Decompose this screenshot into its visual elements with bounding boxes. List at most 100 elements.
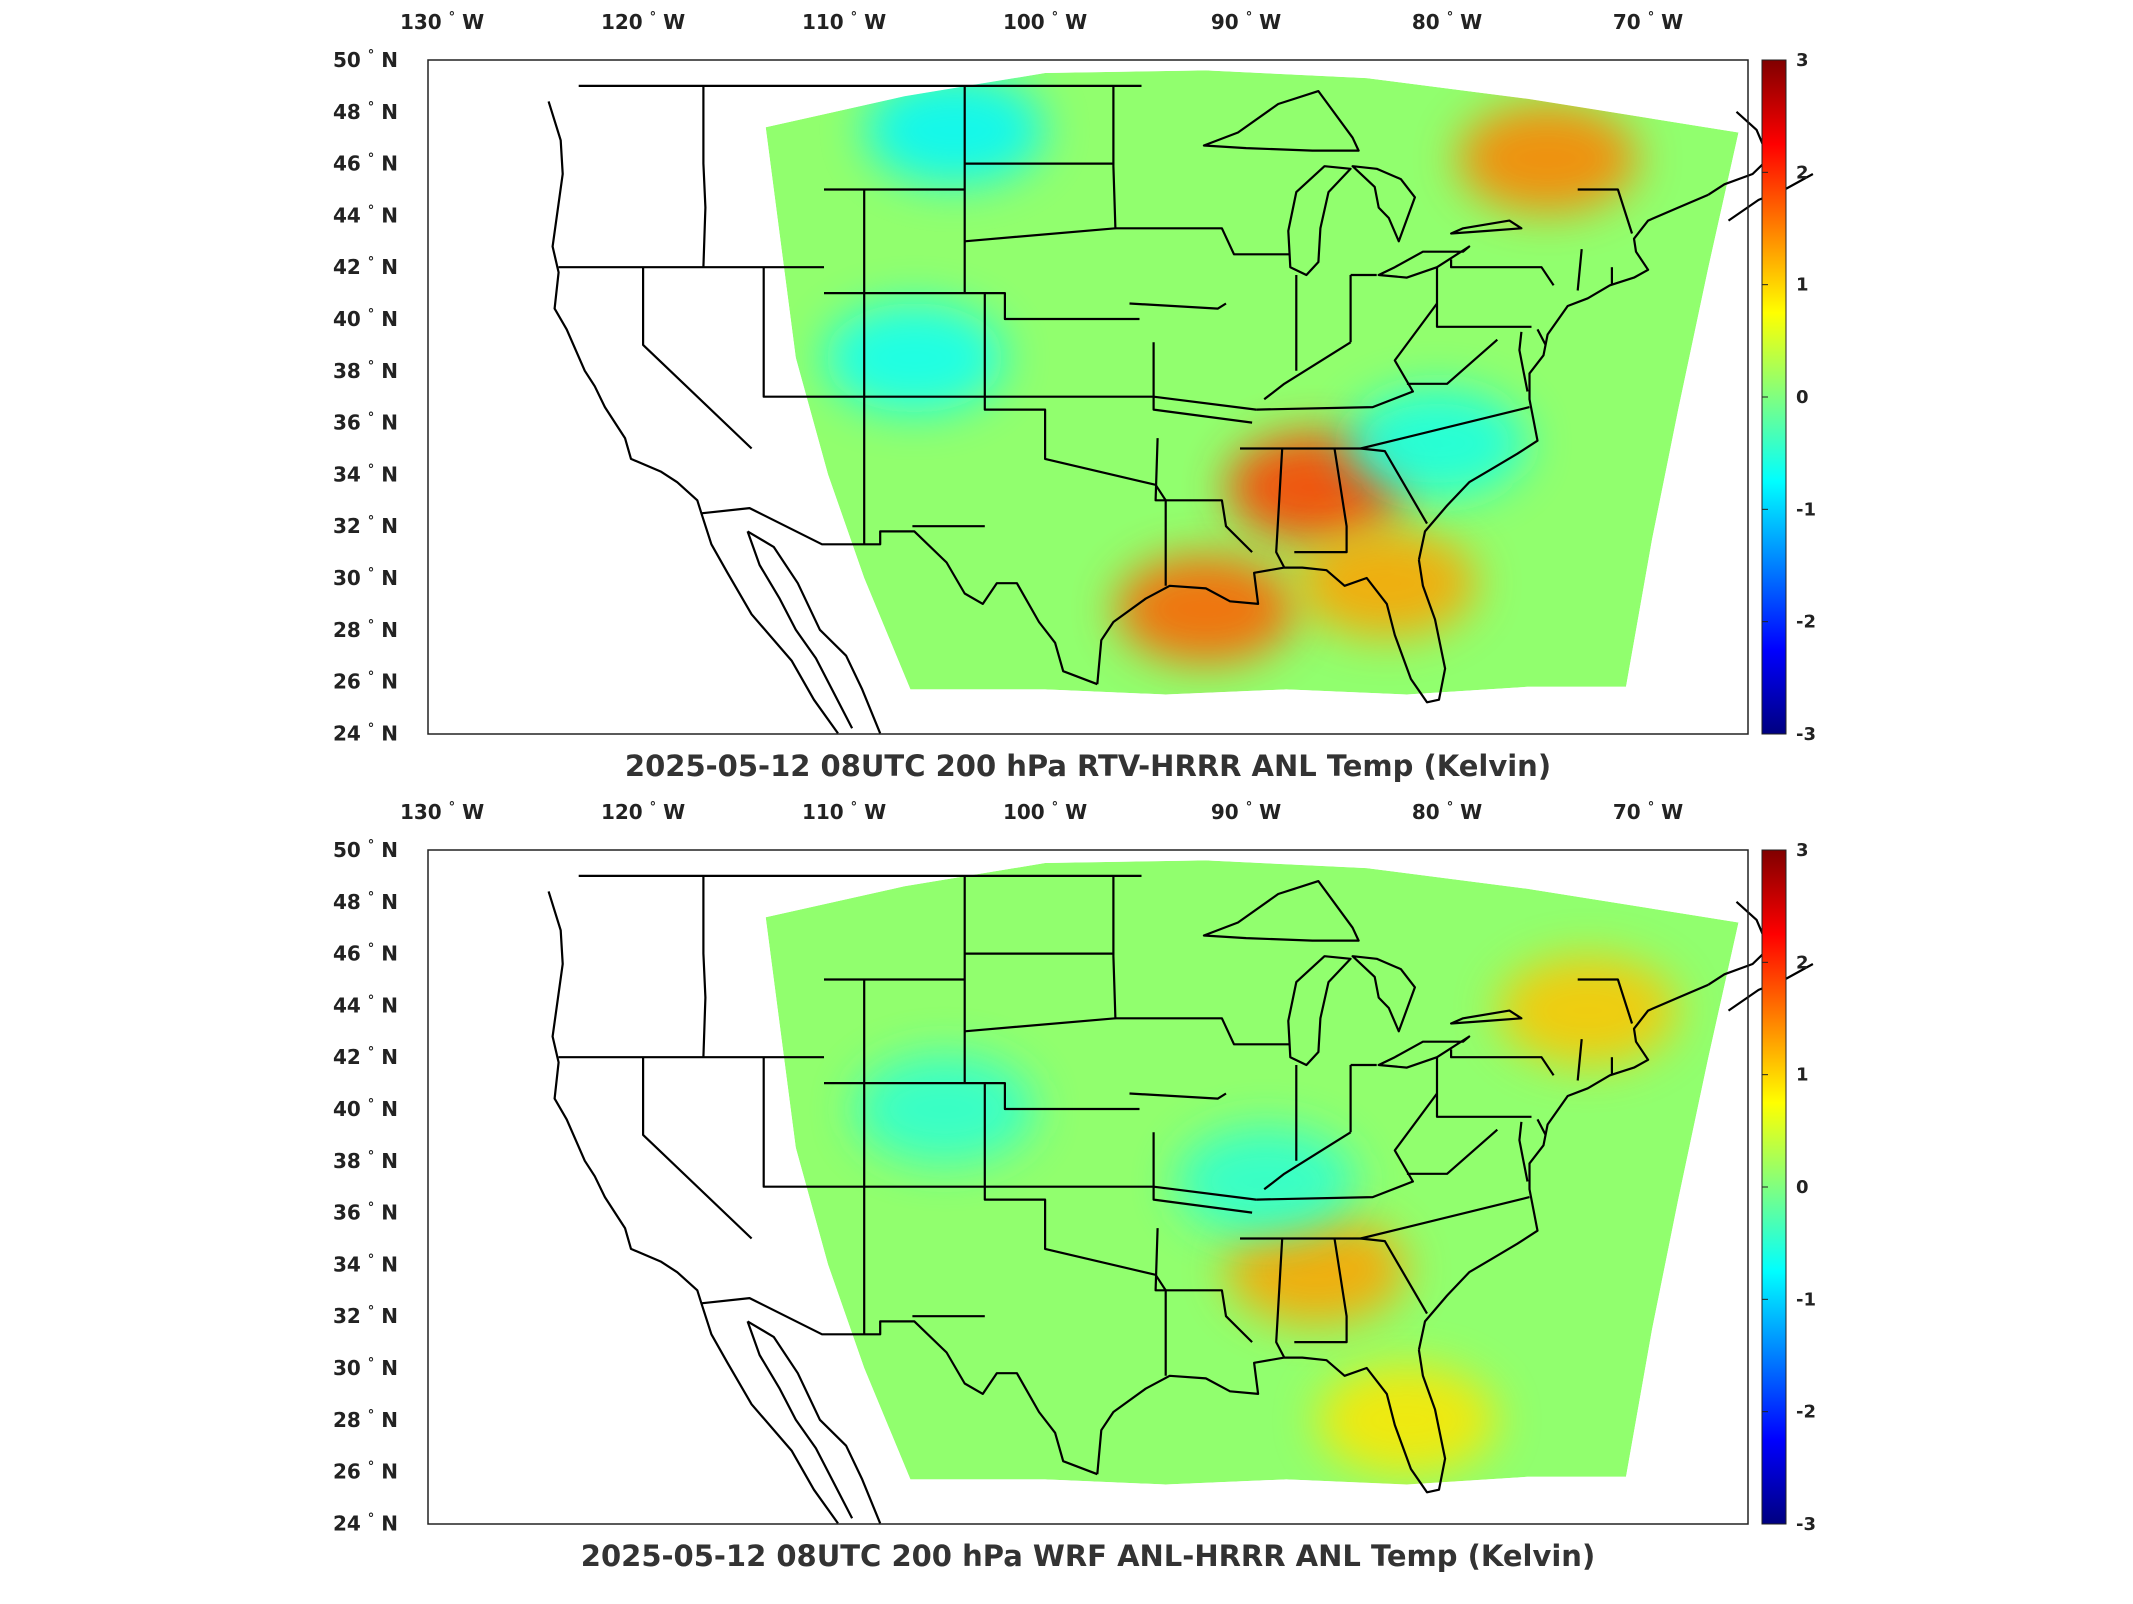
longitude-tick-label: 70 ° W [1613, 10, 1683, 34]
longitude-tick-label: 90 ° W [1211, 800, 1281, 824]
coastline [746, 1321, 854, 1519]
latitude-tick-label: 44 ° N [333, 993, 398, 1017]
latitude-tick-label: 24 ° N [333, 721, 398, 745]
state-border [1406, 1128, 1499, 1175]
colorbar-tick-label: 1 [1796, 275, 1809, 296]
latitude-tick-label: 26 ° N [333, 670, 398, 694]
map-boundaries [547, 84, 1814, 735]
latitude-tick-label: 48 ° N [333, 100, 398, 124]
great-lake [1450, 219, 1523, 235]
latitude-tick-label: 28 ° N [333, 1408, 398, 1432]
longitude-tick-label: 100 ° W [1003, 10, 1087, 34]
coastline [746, 531, 854, 729]
great-lake [1202, 880, 1360, 942]
colorbar-tick-label: 0 [1796, 387, 1809, 408]
state-border [642, 267, 753, 450]
field-anomaly [1347, 388, 1528, 499]
latitude-tick-label: 28 ° N [333, 618, 398, 642]
longitude-tick-label: 130 ° W [400, 10, 484, 34]
field-anomaly [1316, 1364, 1497, 1475]
latitude-tick-label: 44 ° N [333, 203, 398, 227]
state-border [1435, 267, 1532, 328]
state-border [1154, 1228, 1253, 1343]
colorbar-tick-label: 3 [1796, 840, 1809, 861]
map-panel-bottom: 130 ° W 120 ° W 110 ° W 100 ° W 90 ° W 80 ° W… [0, 790, 2133, 1600]
state-border [702, 875, 707, 1058]
state-border [1152, 342, 1253, 424]
latitude-tick-label: 48 ° N [333, 890, 398, 914]
latitude-tick-label: 32 ° N [333, 1304, 398, 1328]
great-lake [1351, 955, 1416, 1033]
coastline [1417, 983, 1709, 1351]
longitude-tick-label: 110 ° W [802, 10, 886, 34]
state-border [1360, 1237, 1428, 1315]
state-border [762, 267, 1257, 411]
coastline [547, 891, 839, 1525]
state-border [1240, 447, 1286, 569]
state-border [824, 1082, 1140, 1111]
state-border [1576, 248, 1583, 291]
state-border [1115, 227, 1291, 256]
state-border [1294, 1238, 1348, 1344]
longitude-tick-label: 70 ° W [1613, 800, 1683, 824]
state-border [1450, 259, 1555, 286]
colorbar-tick-label: -3 [1796, 724, 1816, 745]
field-anomaly [1457, 103, 1638, 214]
colorbar-tick-label: -1 [1796, 499, 1816, 520]
latitude-tick-label: 32 ° N [333, 514, 398, 538]
state-border [1294, 448, 1348, 554]
map-frame [427, 59, 1749, 735]
latitude-tick-label: 34 ° N [333, 1252, 398, 1276]
map-panel-top: 130 ° W 120 ° W 110 ° W 100 ° W 90 ° W 80 ° W… [0, 0, 2133, 790]
great-lake [1450, 1009, 1523, 1025]
field-anomaly [824, 302, 1005, 413]
state-border [964, 875, 1117, 1033]
longitude-tick-label: 90 ° W [1211, 10, 1281, 34]
longitude-tick-label: 80 ° W [1412, 800, 1482, 824]
state-border [1256, 302, 1438, 411]
coastline [1417, 193, 1709, 561]
state-border [1435, 1057, 1532, 1118]
longitude-tick-label: 130 ° W [400, 800, 484, 824]
longitude-tick-label: 100 ° W [1003, 800, 1087, 824]
coastline [701, 1297, 1098, 1476]
colorbar-tick-label: 2 [1796, 952, 1809, 973]
coastline [547, 101, 839, 735]
state-border [1154, 438, 1253, 553]
map-figure-bottom: 130 ° W 120 ° W 110 ° W 100 ° W 90 ° W 80 ° W… [333, 800, 1816, 1573]
coastline [1536, 328, 1547, 346]
latitude-tick-label: 38 ° N [333, 359, 398, 383]
coastline [1707, 110, 1770, 196]
map-title: 2025-05-12 08UTC 200 hPa WRF ANL-HRRR AN… [581, 1539, 1595, 1573]
coastline [747, 1320, 882, 1524]
state-border [1577, 188, 1634, 234]
latitude-tick-label: 34 ° N [333, 462, 398, 486]
longitude-tick-label: 120 ° W [601, 10, 685, 34]
coastline [1518, 1121, 1529, 1182]
coastline [1096, 559, 1447, 704]
colorbar-tick-label: -1 [1796, 1289, 1816, 1310]
longitude-tick-label: 120 ° W [601, 800, 685, 824]
state-border [1263, 341, 1352, 401]
state-border [1577, 978, 1634, 1024]
great-lake [1351, 165, 1416, 243]
state-border [1576, 1038, 1583, 1081]
state-border [762, 1057, 1257, 1201]
map-figure-top: 130 ° W 120 ° W 110 ° W 100 ° W 90 ° W 80 ° W… [333, 10, 1816, 783]
coastline [1707, 900, 1770, 986]
field-anomaly [1176, 1126, 1357, 1237]
map-title: 2025-05-12 08UTC 200 hPa RTV-HRRR ANL Te… [625, 749, 1551, 783]
temperature-difference-field [765, 70, 1739, 695]
great-lake [1377, 1035, 1471, 1069]
latitude-tick-label: 36 ° N [333, 1201, 398, 1225]
state-border [642, 1057, 753, 1240]
latitude-tick-label: 42 ° N [333, 255, 398, 279]
state-border [964, 85, 1117, 243]
temperature-difference-field [765, 860, 1739, 1485]
colorbar-tick-label: 1 [1796, 1065, 1809, 1086]
state-border [824, 292, 1140, 321]
state-border [1115, 1017, 1291, 1046]
state-border [1263, 1131, 1352, 1191]
latitude-tick-label: 42 ° N [333, 1045, 398, 1069]
field-background [765, 70, 1739, 695]
